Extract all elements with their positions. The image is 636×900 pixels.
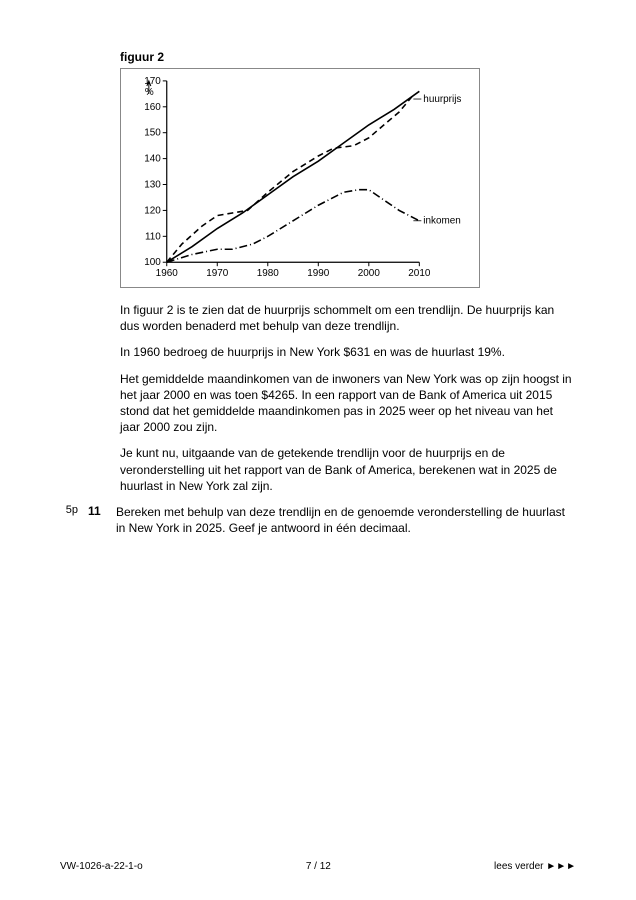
svg-text:130: 130: [144, 179, 161, 190]
question-row: 5p 11 Bereken met behulp van deze trendl…: [60, 504, 576, 536]
question-number: 11: [88, 504, 106, 536]
svg-text:110: 110: [145, 231, 161, 242]
svg-text:1990: 1990: [307, 268, 330, 279]
footer-right: lees verder ►►►: [494, 861, 576, 872]
footer-left: VW-1026-a-22-1-o: [60, 861, 143, 872]
svg-text:150: 150: [144, 128, 161, 139]
svg-text:160: 160: [144, 102, 161, 113]
svg-text:inkomen: inkomen: [423, 216, 461, 227]
svg-text:huurprijs: huurprijs: [423, 94, 461, 105]
svg-text:140: 140: [144, 154, 161, 165]
svg-text:%: %: [145, 87, 154, 98]
svg-text:2000: 2000: [358, 268, 381, 279]
question-text: Bereken met behulp van deze trendlijn en…: [116, 504, 576, 536]
svg-text:1980: 1980: [257, 268, 280, 279]
svg-text:120: 120: [144, 205, 161, 216]
svg-text:100: 100: [144, 257, 161, 268]
footer-center: 7 / 12: [306, 861, 331, 872]
paragraph-1: In figuur 2 is te zien dat de huurprijs …: [120, 302, 576, 334]
svg-text:2010: 2010: [408, 268, 431, 279]
paragraph-2: In 1960 bedroeg de huurprijs in New York…: [120, 344, 576, 360]
page-footer: VW-1026-a-22-1-o 7 / 12 lees verder ►►►: [60, 861, 576, 872]
paragraph-4: Je kunt nu, uitgaande van de getekende t…: [120, 445, 576, 494]
paragraph-3: Het gemiddelde maandinkomen van de inwon…: [120, 371, 576, 436]
svg-text:1970: 1970: [206, 268, 229, 279]
figure-label: figuur 2: [120, 50, 576, 64]
chart: 100110120130140150160170%196019701980199…: [120, 68, 480, 288]
svg-text:1960: 1960: [156, 268, 179, 279]
question-points: 5p: [60, 504, 78, 536]
